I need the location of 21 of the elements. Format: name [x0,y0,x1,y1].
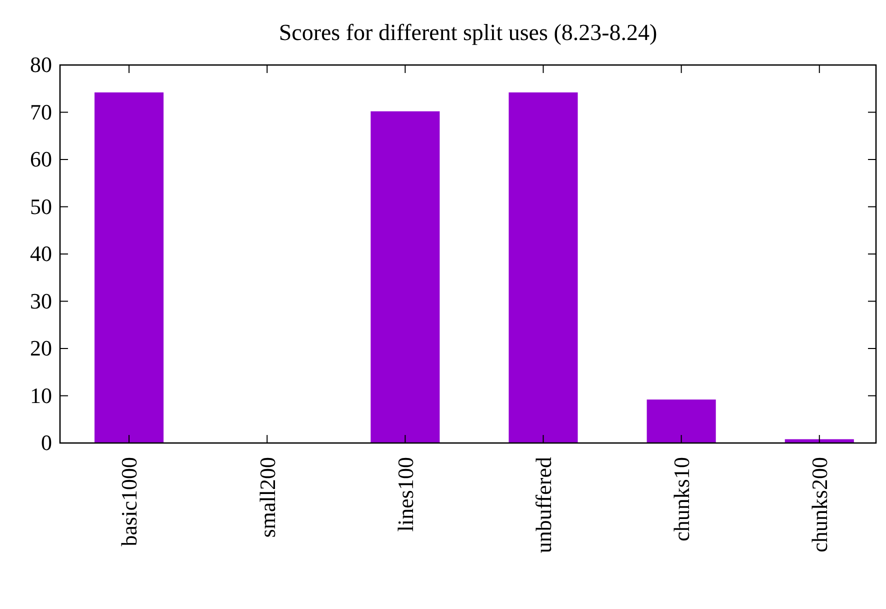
x-tick-label: chunks200 [807,457,832,552]
x-tick-label: basic1000 [116,457,142,546]
bar [94,92,164,443]
x-tick-label: lines100 [392,457,418,532]
bar [784,439,854,443]
x-tick-label: small200 [254,457,280,538]
y-tick-label: 0 [41,430,52,456]
bar [646,400,716,443]
y-tick-label: 50 [30,194,52,219]
chart-title: Scores for different split uses (8.23-8.24) [278,20,658,45]
y-tick-label: 80 [30,52,52,78]
y-tick-label: 30 [30,288,52,314]
y-tick-label: 10 [30,382,52,408]
bar [370,111,440,443]
y-tick-label: 60 [30,146,52,172]
y-tick-label: 40 [30,241,52,266]
bar [508,92,578,443]
x-tick-label: chunks10 [669,457,694,542]
x-tick-label: unbuffered [530,457,556,554]
y-tick-label: 20 [30,336,52,361]
y-tick-label: 70 [30,99,52,124]
